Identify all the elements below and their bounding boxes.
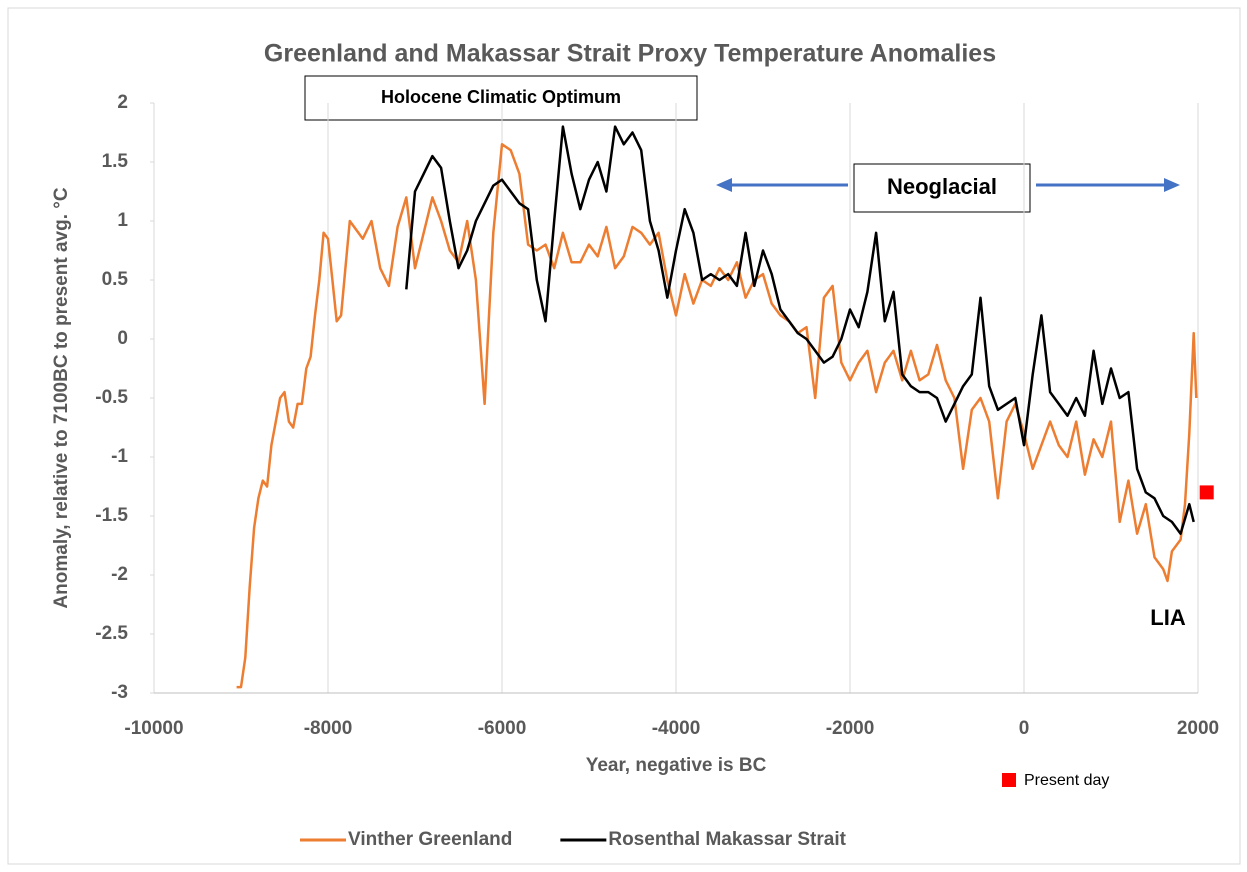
x-tick-label: 0 xyxy=(1019,718,1030,739)
annotation-box xyxy=(853,163,1031,213)
y-tick-label: 2 xyxy=(117,92,128,113)
y-tick-label: 1 xyxy=(117,210,128,231)
y-tick-label: -3 xyxy=(111,682,128,703)
legend-label: Vinther Greenland xyxy=(348,829,512,850)
y-tick-label: 0 xyxy=(117,328,128,349)
x-tick-label: -8000 xyxy=(304,718,353,739)
y-tick-label: -2 xyxy=(111,564,128,585)
x-tick-label: -2000 xyxy=(826,718,875,739)
series-line xyxy=(405,125,1195,535)
annotation: Holocene Climatic Optimum xyxy=(381,87,621,107)
chart-frame xyxy=(7,7,1241,865)
legend-marker xyxy=(1002,773,1016,787)
y-tick-label: 0.5 xyxy=(102,269,129,290)
x-axis-label: Year, negative is BC xyxy=(586,755,767,776)
y-axis-label: Anomaly, relative to 7100BC to present a… xyxy=(51,187,72,608)
annotation: Neoglacial xyxy=(887,174,997,199)
present-day-marker xyxy=(1199,485,1214,500)
x-tick-label: -10000 xyxy=(124,718,183,739)
chart-title: Greenland and Makassar Strait Proxy Temp… xyxy=(264,40,996,68)
y-tick-label: -1.5 xyxy=(95,505,128,526)
annotation: LIA xyxy=(1150,605,1186,630)
legend-label: Rosenthal Makassar Strait xyxy=(608,829,846,850)
y-tick-label: 1.5 xyxy=(102,151,129,172)
y-tick-label: -0.5 xyxy=(95,387,128,408)
legend-label: Present day xyxy=(1024,772,1109,789)
x-tick-label: 2000 xyxy=(1177,718,1219,739)
neoglacial-arrow xyxy=(716,178,1180,192)
y-tick-label: -1 xyxy=(111,446,128,467)
y-tick-label: -2.5 xyxy=(95,623,128,644)
x-tick-label: -6000 xyxy=(478,718,527,739)
annotation-box xyxy=(304,75,698,121)
series-line xyxy=(236,143,1198,689)
x-tick-label: -4000 xyxy=(652,718,701,739)
